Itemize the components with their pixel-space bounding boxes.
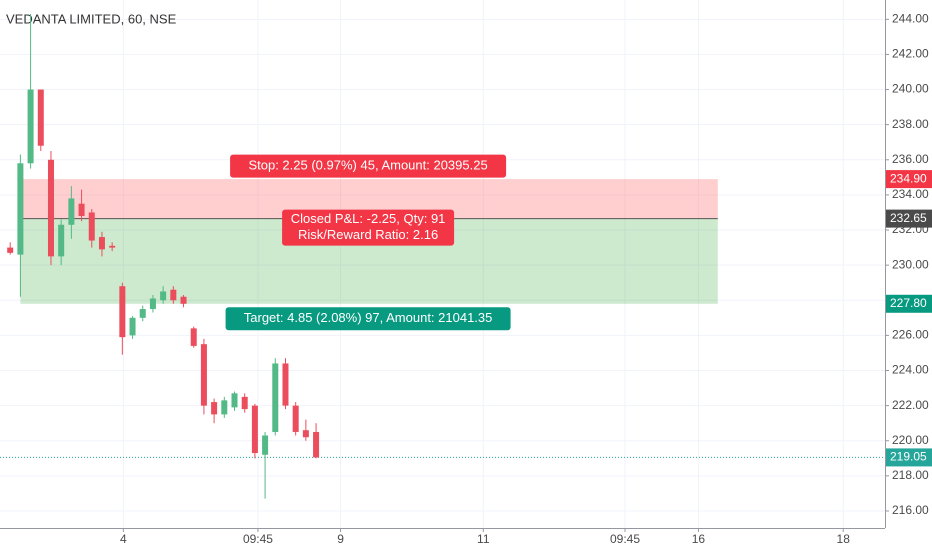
candle-body — [160, 291, 167, 301]
y-tick-label: 234.00 — [892, 187, 929, 201]
last-price-tag: 219.05 — [890, 450, 927, 464]
candle-body — [241, 396, 248, 410]
candle-body — [109, 245, 116, 248]
y-tick-label: 216.00 — [892, 503, 929, 517]
last-price-tag-box — [886, 448, 932, 467]
candle-body — [180, 296, 187, 304]
y-tick-label: 224.00 — [892, 363, 929, 377]
x-tick-label: 16 — [692, 532, 706, 546]
stop-price-tag-box — [886, 170, 932, 189]
y-tick-label: 236.00 — [892, 152, 929, 166]
candle-body — [262, 435, 269, 455]
candle-body — [231, 393, 238, 408]
x-tick-label: 11 — [477, 532, 490, 546]
candle-body — [200, 344, 207, 406]
candle-body — [58, 224, 65, 257]
candle-body — [251, 405, 258, 454]
candle-body — [272, 363, 279, 432]
y-tick-label: 230.00 — [892, 257, 929, 271]
entry-price-tag-box — [886, 209, 932, 228]
candle-body — [292, 405, 299, 432]
stop-label-box — [230, 154, 507, 178]
x-tick-label: 09:45 — [610, 532, 640, 546]
candle-body — [68, 198, 75, 225]
candle-body — [78, 203, 85, 216]
candle-body — [47, 159, 54, 257]
candle-body — [211, 402, 218, 415]
candle-body — [7, 247, 14, 253]
candle-body — [282, 363, 289, 406]
y-tick-label: 226.00 — [892, 328, 929, 342]
candle-body — [221, 400, 228, 415]
y-tick-label: 240.00 — [892, 82, 929, 96]
target-label-box — [225, 307, 511, 331]
candle-body — [139, 309, 146, 318]
pnl-label-box — [282, 209, 455, 246]
x-tick-label: 4 — [120, 532, 127, 546]
pnl-label: Closed P&L: -2.25, Qty: 91 — [291, 211, 446, 226]
stop-label: Stop: 2.25 (0.97%) 45, Amount: 20395.25 — [248, 158, 487, 173]
target-price-tag: 227.80 — [890, 296, 927, 310]
candle-body — [88, 212, 95, 241]
target-price-tag-box — [886, 294, 932, 313]
candle-body — [17, 163, 24, 255]
y-tick-label: 220.00 — [892, 433, 929, 447]
y-tick-label: 222.00 — [892, 398, 929, 412]
candle-body — [119, 286, 126, 338]
y-tick-label: 218.00 — [892, 468, 929, 482]
x-tick-label: 09:45 — [243, 532, 273, 546]
candle-body — [27, 89, 34, 164]
chart-title: VEDANTA LIMITED, 60, NSE — [6, 11, 177, 26]
target-label: Target: 4.85 (2.08%) 97, Amount: 21041.3… — [244, 310, 493, 325]
candle-body — [98, 237, 105, 250]
x-tick-label: 9 — [337, 532, 344, 546]
y-tick-label: 242.00 — [892, 47, 929, 61]
candle-body — [129, 317, 136, 336]
pnl-label: Risk/Reward Ratio: 2.16 — [298, 227, 438, 242]
stop-price-tag: 234.90 — [890, 171, 927, 185]
candle-body — [313, 431, 320, 458]
candle-body — [190, 328, 197, 346]
candle-body — [302, 430, 309, 438]
candle-body — [149, 298, 156, 310]
candle-body — [170, 289, 177, 301]
y-tick-label: 238.00 — [892, 117, 929, 131]
y-tick-label: 244.00 — [892, 11, 929, 25]
candle-body — [37, 89, 44, 146]
entry-price-tag: 232.65 — [890, 211, 927, 225]
x-tick-label: 18 — [837, 532, 851, 546]
